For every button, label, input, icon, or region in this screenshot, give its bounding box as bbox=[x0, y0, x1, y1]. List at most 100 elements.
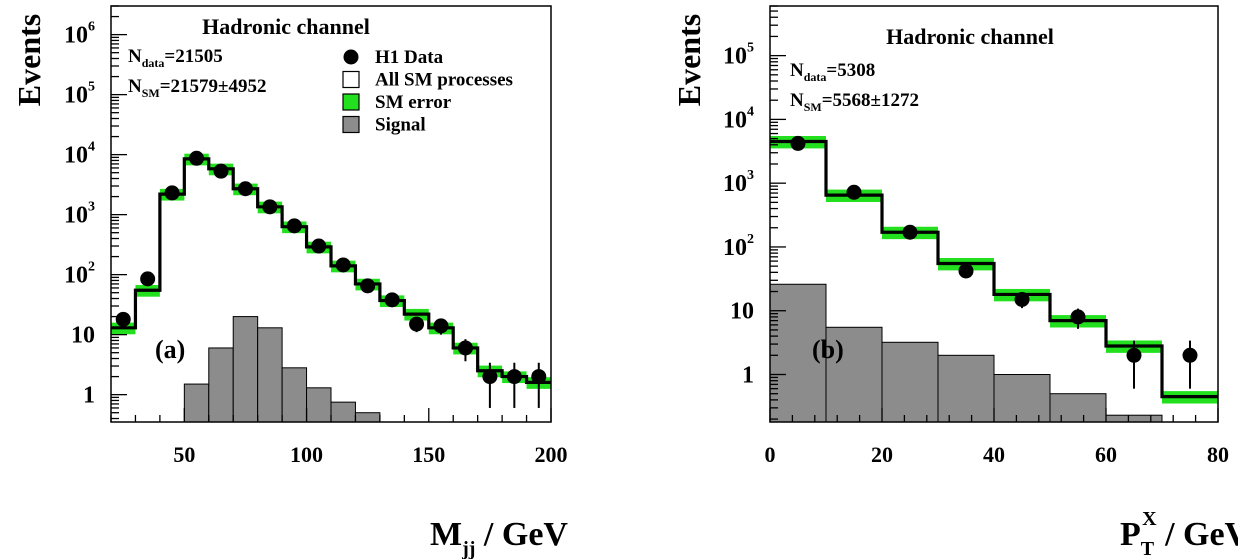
y-tick-exponent: 2 bbox=[747, 232, 754, 247]
signal-bar bbox=[881, 341, 939, 422]
legend-box-icon bbox=[342, 70, 360, 89]
panel-label: (b) bbox=[812, 335, 844, 364]
y-tick-exponent: 5 bbox=[747, 41, 754, 56]
x-tick-label: 60 bbox=[1095, 442, 1117, 467]
y-tick-base: 10 bbox=[723, 44, 747, 70]
data-point bbox=[433, 318, 449, 334]
data-point bbox=[1182, 347, 1198, 363]
stats-line: Ndata=5308 bbox=[790, 60, 875, 84]
stats-value: =21579±4952 bbox=[160, 76, 267, 97]
legend-box-icon bbox=[342, 93, 360, 111]
stats-subscript: data bbox=[142, 56, 165, 70]
signal-bar bbox=[281, 367, 308, 422]
y-tick-label: 1 bbox=[742, 363, 754, 389]
data-point bbox=[902, 224, 918, 240]
y-axis-label: Events bbox=[11, 14, 47, 106]
stats-line: NSM=5568±1272 bbox=[790, 90, 919, 114]
legend-entry: H1 Data bbox=[375, 47, 444, 68]
signal-bar bbox=[183, 383, 210, 422]
chart-title: Hadronic channel bbox=[886, 24, 1054, 49]
data-point bbox=[384, 292, 400, 308]
plot-area bbox=[770, 135, 1218, 422]
signal-bar bbox=[354, 412, 381, 422]
y-tick-base: 10 bbox=[723, 107, 747, 133]
legend-entry: Signal bbox=[375, 115, 426, 136]
x-tick-label: 80 bbox=[1207, 442, 1229, 467]
y-tick-label: 1 bbox=[83, 383, 95, 409]
stats-symbol: N bbox=[128, 76, 142, 97]
y-tick-label: 104 bbox=[723, 104, 754, 133]
data-point bbox=[409, 316, 425, 332]
signal-bar bbox=[825, 326, 883, 422]
signal-bar bbox=[330, 401, 356, 422]
x-axis-label-sub: T bbox=[1141, 538, 1155, 559]
signal-bar bbox=[232, 316, 259, 422]
data-point bbox=[213, 163, 229, 179]
y-tick-label: 102 bbox=[723, 232, 754, 261]
y-tick-base: 10 bbox=[64, 23, 88, 49]
x-axis-label-rest: / GeV bbox=[475, 516, 568, 553]
y-tick-base: 10 bbox=[730, 299, 754, 325]
legend-box-icon bbox=[342, 115, 360, 134]
stats-symbol: N bbox=[128, 46, 142, 67]
x-axis-label-main: M bbox=[430, 516, 462, 553]
data-point bbox=[457, 340, 473, 356]
stats-value: =5308 bbox=[826, 60, 875, 81]
data-point bbox=[360, 278, 376, 294]
x-tick-label: 40 bbox=[983, 442, 1005, 467]
signal-bar bbox=[770, 283, 827, 422]
data-point bbox=[115, 311, 131, 327]
signal-bar bbox=[306, 387, 332, 422]
signal-bar bbox=[208, 347, 234, 422]
x-tick-label: 0 bbox=[765, 442, 776, 467]
data-point bbox=[1126, 347, 1142, 363]
y-tick-base: 10 bbox=[64, 143, 88, 169]
data-point bbox=[846, 184, 862, 200]
x-axis-label-sub: jj bbox=[461, 538, 475, 559]
stats-line: Ndata=21505 bbox=[128, 46, 223, 70]
data-point bbox=[531, 369, 547, 385]
signal-bar bbox=[1105, 414, 1163, 422]
y-tick-label: 102 bbox=[64, 260, 95, 289]
y-tick-exponent: 3 bbox=[88, 200, 95, 215]
y-tick-base: 10 bbox=[64, 203, 88, 229]
data-point bbox=[335, 257, 351, 273]
x-tick-label: 100 bbox=[290, 442, 323, 467]
x-tick-label: 150 bbox=[412, 442, 445, 467]
stats-subscript: data bbox=[804, 70, 827, 84]
legend-dot-icon bbox=[343, 49, 359, 65]
y-tick-label: 106 bbox=[64, 20, 95, 49]
data-point bbox=[164, 185, 180, 201]
y-tick-base: 10 bbox=[64, 263, 88, 289]
data-point bbox=[237, 181, 253, 197]
x-tick-label: 200 bbox=[535, 442, 568, 467]
data-point bbox=[1070, 309, 1086, 325]
x-axis-label-sup: X bbox=[1142, 508, 1157, 530]
y-tick-label: 103 bbox=[64, 200, 95, 229]
y-tick-exponent: 3 bbox=[747, 168, 754, 183]
y-tick-base: 10 bbox=[64, 83, 88, 109]
y-tick-label: 104 bbox=[64, 140, 95, 169]
stats-value: =21505 bbox=[164, 46, 222, 67]
stats-subscript: SM bbox=[142, 86, 160, 100]
x-tick-label: 50 bbox=[173, 442, 195, 467]
y-tick-label: 10 bbox=[71, 323, 95, 349]
data-point bbox=[189, 150, 205, 166]
y-tick-exponent: 5 bbox=[88, 80, 95, 95]
plot-area bbox=[111, 150, 551, 422]
data-point bbox=[262, 199, 278, 215]
y-tick-label: 105 bbox=[64, 80, 95, 109]
y-tick-base: 10 bbox=[71, 323, 95, 349]
signal-bar bbox=[257, 327, 283, 422]
stats-subscript: SM bbox=[804, 100, 822, 114]
panel-label: (a) bbox=[155, 335, 185, 364]
data-point bbox=[286, 218, 302, 234]
stats-symbol: N bbox=[790, 90, 804, 111]
stats-symbol: N bbox=[790, 60, 804, 81]
legend-entry: SM error bbox=[375, 92, 452, 113]
x-axis-label: Mjj / GeV bbox=[430, 516, 568, 559]
y-tick-base: 1 bbox=[742, 363, 754, 389]
